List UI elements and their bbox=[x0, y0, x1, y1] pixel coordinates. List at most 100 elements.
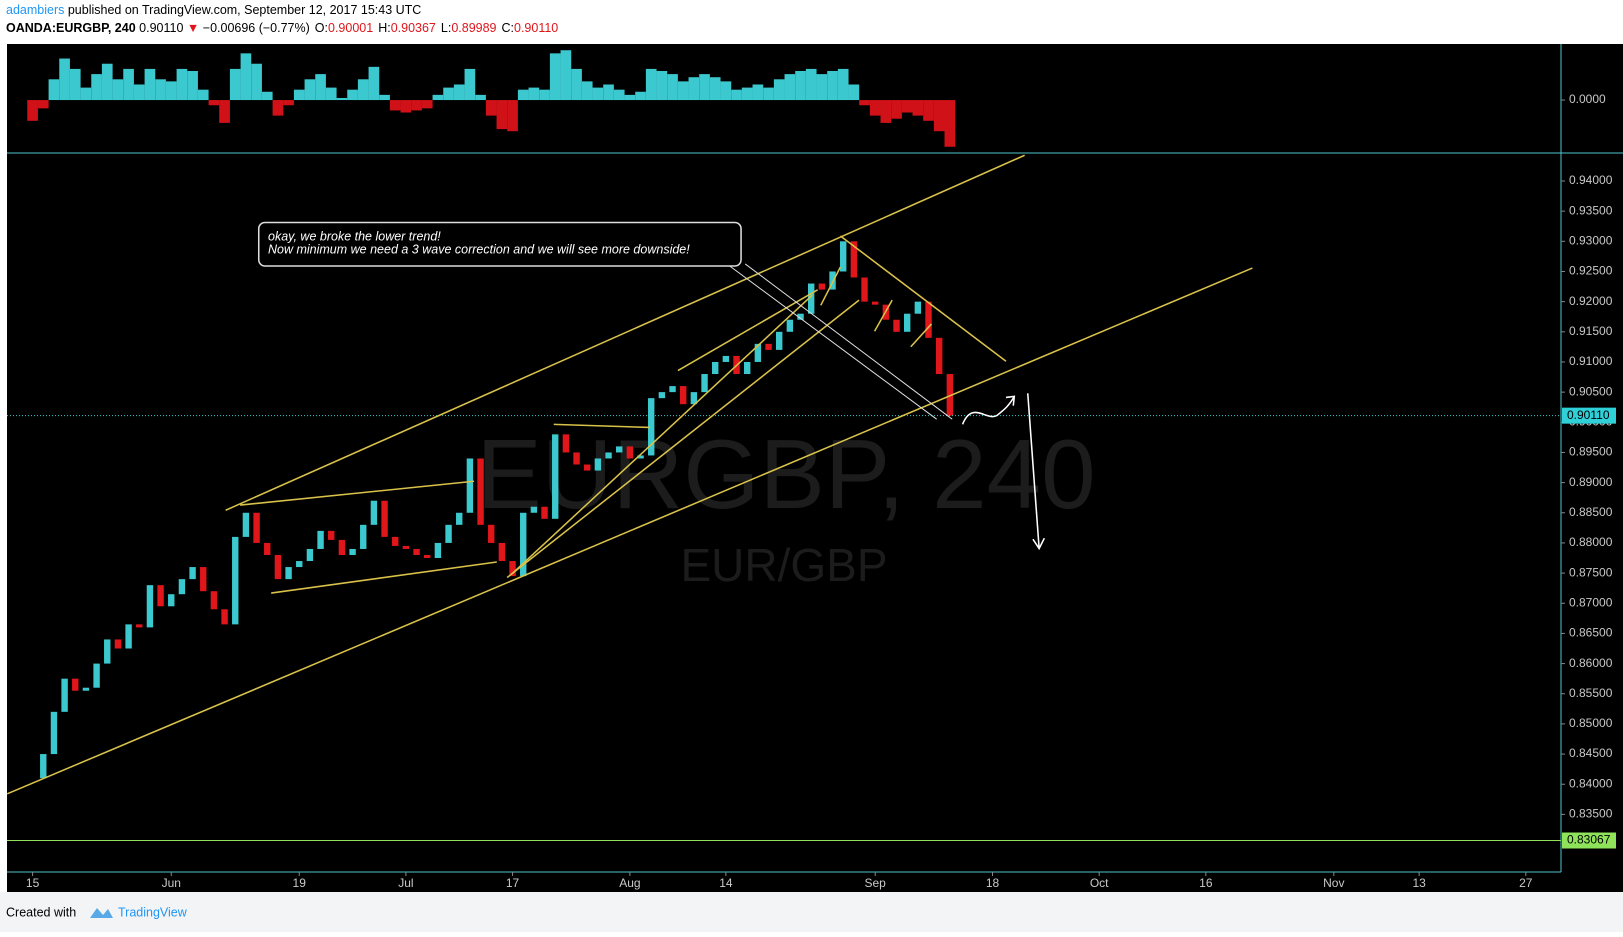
candle bbox=[392, 536, 399, 546]
candle bbox=[274, 554, 282, 580]
candle bbox=[744, 361, 751, 375]
candle bbox=[381, 500, 388, 537]
published: published on TradingView.com, September … bbox=[68, 3, 421, 17]
candle bbox=[200, 567, 207, 592]
trend-line bbox=[820, 266, 842, 306]
y-tick-label: 0.93500 bbox=[1569, 203, 1613, 217]
candle bbox=[360, 524, 367, 549]
y-tick-label: 0.86500 bbox=[1569, 626, 1613, 640]
candle bbox=[338, 539, 346, 555]
candle bbox=[690, 392, 698, 405]
oscillator-bar bbox=[475, 94, 486, 101]
trend-line bbox=[506, 299, 860, 579]
y-tick-label: 0.91000 bbox=[1569, 354, 1613, 368]
y-tick-label: 0.88000 bbox=[1569, 535, 1613, 549]
ohlc: O:0.90001 H:0.90367 L:0.89989 C:0.90110 bbox=[315, 21, 559, 35]
oscillator-bar bbox=[709, 77, 721, 101]
oscillator-bar bbox=[741, 87, 753, 101]
trend-line bbox=[271, 561, 497, 594]
candle bbox=[573, 452, 580, 465]
candle bbox=[296, 561, 303, 568]
candle bbox=[626, 446, 634, 459]
trend-line bbox=[873, 299, 893, 332]
candle bbox=[637, 455, 644, 459]
candle bbox=[242, 512, 250, 537]
candle bbox=[189, 567, 196, 580]
oscillator-bar bbox=[304, 79, 316, 101]
candle bbox=[477, 458, 484, 525]
x-tick-label: Aug bbox=[619, 876, 640, 890]
oscillator-bar bbox=[187, 70, 198, 101]
ohlc-value: 0.90001 bbox=[328, 21, 373, 35]
candle bbox=[402, 545, 410, 549]
trend-line bbox=[510, 294, 814, 575]
oscillator-bar bbox=[677, 81, 689, 101]
arrow-head bbox=[1032, 537, 1046, 551]
drawings bbox=[6, 154, 1253, 795]
footer-brand[interactable]: TradingView bbox=[118, 905, 188, 919]
candle bbox=[125, 624, 132, 649]
oscillator-bar bbox=[197, 89, 209, 101]
oscillator-bar bbox=[69, 68, 81, 101]
oscillator-bar bbox=[368, 66, 380, 101]
time-axis bbox=[7, 872, 1623, 892]
candle bbox=[776, 331, 783, 350]
footer bbox=[0, 892, 1623, 932]
candle bbox=[40, 754, 47, 779]
oscillator-bar bbox=[699, 74, 710, 101]
callout-text: Now minimum we need a 3 wave correction … bbox=[268, 242, 690, 256]
oscillator-bar bbox=[795, 70, 806, 101]
author[interactable]: adambiers bbox=[6, 3, 64, 17]
candle bbox=[136, 624, 143, 628]
trend-line bbox=[240, 480, 475, 506]
oscillator-bar bbox=[315, 74, 326, 101]
trend-line bbox=[553, 423, 651, 429]
oscillator-bar bbox=[165, 81, 177, 101]
oscillator-bar bbox=[144, 68, 156, 101]
y-tick-label: 0.86000 bbox=[1569, 656, 1613, 670]
candle bbox=[701, 374, 708, 393]
candle bbox=[871, 301, 879, 305]
candle bbox=[445, 524, 452, 543]
oscillator-bar bbox=[944, 100, 956, 147]
oscillator-bar bbox=[859, 100, 870, 106]
oscillator-bar bbox=[453, 84, 465, 101]
oscillator-bar bbox=[91, 74, 102, 101]
oscillator-bar bbox=[485, 100, 497, 116]
oscillator-bar bbox=[155, 79, 166, 101]
oscillator-bar bbox=[101, 63, 113, 101]
x-tick-label: Nov bbox=[1323, 876, 1344, 890]
plot: 0.83500 0.84000 0.84500 0.85000 0.85500 0.860… bbox=[7, 50, 1616, 890]
oscillator-bar bbox=[251, 63, 262, 101]
header-line-1: adambiers published on TradingView.com, … bbox=[6, 3, 421, 17]
candle bbox=[104, 639, 111, 664]
candle bbox=[722, 355, 730, 362]
y-tick-label: 0.89500 bbox=[1569, 445, 1613, 459]
y-tick-label: 0.92500 bbox=[1569, 264, 1613, 278]
candle bbox=[114, 639, 122, 649]
ohlc-label: H: bbox=[378, 21, 391, 35]
symbol: OANDA:EURGBP, 240 bbox=[6, 21, 136, 35]
candle bbox=[456, 512, 463, 525]
oscillator-bar bbox=[261, 91, 273, 101]
oscillator-bar bbox=[848, 84, 860, 101]
y-tick-label: 0.0000 bbox=[1569, 92, 1606, 106]
oscillator-bar bbox=[37, 100, 49, 109]
chart-background bbox=[7, 44, 1561, 872]
x-tick-label: 13 bbox=[1412, 876, 1426, 890]
candle bbox=[317, 530, 324, 549]
x-tick-label: 19 bbox=[293, 876, 307, 890]
header-line-2: OANDA:EURGBP, 240 0.90110 ▼ −0.00696 (−0… bbox=[6, 21, 558, 35]
oscillator-bar bbox=[773, 79, 785, 101]
candle bbox=[552, 434, 559, 519]
candle bbox=[935, 337, 943, 375]
y-tick-label: 0.84500 bbox=[1569, 746, 1613, 760]
trend-line bbox=[839, 235, 1007, 362]
candle bbox=[210, 591, 218, 610]
oscillator-bar bbox=[272, 100, 284, 116]
x-tick-label: 14 bbox=[719, 876, 733, 890]
watermark-sub: EUR/GBP bbox=[680, 539, 887, 591]
candle bbox=[498, 542, 506, 562]
oscillator-bar bbox=[80, 87, 92, 101]
